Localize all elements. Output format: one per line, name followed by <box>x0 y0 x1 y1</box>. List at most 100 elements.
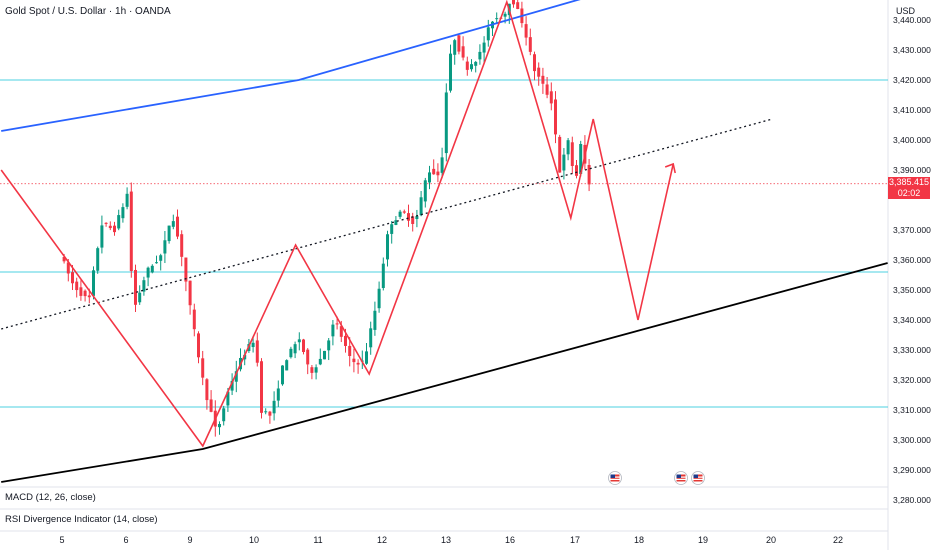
candle[interactable] <box>440 147 444 179</box>
candle[interactable] <box>276 380 280 407</box>
macd-indicator-label[interactable]: MACD (12, 26, close) <box>5 492 96 503</box>
candle[interactable] <box>138 285 142 305</box>
candle[interactable] <box>478 44 482 65</box>
candle[interactable] <box>516 0 520 10</box>
candle[interactable] <box>268 410 272 424</box>
candle[interactable] <box>289 346 293 359</box>
candle[interactable] <box>482 36 486 63</box>
candle[interactable] <box>293 341 297 359</box>
candle[interactable] <box>386 230 389 267</box>
candle[interactable] <box>167 225 171 244</box>
candle[interactable] <box>356 359 360 374</box>
lower-channel-line[interactable] <box>1 262 888 483</box>
candle[interactable] <box>411 212 415 232</box>
candle[interactable] <box>465 56 469 76</box>
candle[interactable] <box>314 364 318 380</box>
candle[interactable] <box>365 342 368 365</box>
candle[interactable] <box>218 421 221 435</box>
candle[interactable] <box>575 159 578 179</box>
candle[interactable] <box>457 34 461 55</box>
upper-channel-line[interactable] <box>1 0 811 132</box>
candle[interactable] <box>306 348 310 375</box>
candle[interactable] <box>205 378 209 410</box>
candle[interactable] <box>264 408 268 415</box>
candle[interactable] <box>83 289 87 302</box>
candle[interactable] <box>407 204 410 227</box>
candle[interactable] <box>134 264 137 313</box>
candle[interactable] <box>184 257 188 292</box>
candle[interactable] <box>318 348 322 366</box>
candle[interactable] <box>234 360 238 393</box>
candle[interactable] <box>566 138 570 161</box>
candle[interactable] <box>444 83 448 162</box>
candle[interactable] <box>352 348 356 373</box>
candle[interactable] <box>79 280 83 301</box>
candle[interactable] <box>285 359 289 371</box>
zigzag-path[interactable] <box>0 0 674 448</box>
candle[interactable] <box>587 158 591 192</box>
candle[interactable] <box>453 38 457 65</box>
candle[interactable] <box>146 266 150 287</box>
candle[interactable] <box>297 332 301 351</box>
candle[interactable] <box>461 36 465 61</box>
candle[interactable] <box>121 203 125 223</box>
candle[interactable] <box>549 82 553 111</box>
candle[interactable] <box>373 301 377 336</box>
candle[interactable] <box>100 215 104 254</box>
candle[interactable] <box>495 12 499 23</box>
candle[interactable] <box>142 276 146 296</box>
mid-channel-dotted-line[interactable] <box>1 118 773 330</box>
candle[interactable] <box>129 182 133 278</box>
candle[interactable] <box>310 364 314 380</box>
candle[interactable] <box>398 209 402 220</box>
candle[interactable] <box>71 264 74 290</box>
candle[interactable] <box>104 222 108 227</box>
candle[interactable] <box>545 76 549 99</box>
candle[interactable] <box>449 44 452 93</box>
candle[interactable] <box>541 67 545 94</box>
candle[interactable] <box>570 136 574 174</box>
candle[interactable] <box>96 246 100 274</box>
candle[interactable] <box>558 134 562 173</box>
candle[interactable] <box>474 60 478 73</box>
candle[interactable] <box>554 91 557 144</box>
candle[interactable] <box>528 28 532 56</box>
candle[interactable] <box>260 358 263 419</box>
candle[interactable] <box>201 350 205 386</box>
candle[interactable] <box>113 221 116 236</box>
candle[interactable] <box>432 159 436 175</box>
candle[interactable] <box>163 230 167 264</box>
candle[interactable] <box>562 148 566 180</box>
candle[interactable] <box>255 332 259 367</box>
us-flag-event-icon[interactable] <box>674 471 688 485</box>
candle[interactable] <box>188 280 192 315</box>
candle[interactable] <box>381 257 385 291</box>
us-flag-event-icon[interactable] <box>691 471 705 485</box>
candle[interactable] <box>75 277 79 298</box>
candle[interactable] <box>192 303 196 337</box>
candle[interactable] <box>537 62 541 86</box>
candle[interactable] <box>222 405 226 426</box>
candle[interactable] <box>415 209 419 228</box>
candle[interactable] <box>428 165 431 190</box>
candle[interactable] <box>281 365 284 386</box>
candle[interactable] <box>323 350 326 360</box>
candle[interactable] <box>512 0 515 8</box>
candle[interactable] <box>348 337 352 367</box>
candle[interactable] <box>394 216 398 226</box>
candle[interactable] <box>180 230 184 267</box>
candle[interactable] <box>377 281 381 313</box>
candle[interactable] <box>524 16 528 46</box>
candle[interactable] <box>369 321 373 355</box>
candle[interactable] <box>533 51 536 81</box>
rsi-indicator-label[interactable]: RSI Divergence Indicator (14, close) <box>5 514 158 525</box>
candle[interactable] <box>402 209 406 214</box>
candle[interactable] <box>197 331 200 364</box>
candle[interactable] <box>176 209 179 240</box>
candle[interactable] <box>327 337 331 361</box>
candle[interactable] <box>159 253 163 271</box>
candle[interactable] <box>331 320 335 346</box>
candle[interactable] <box>171 214 175 230</box>
